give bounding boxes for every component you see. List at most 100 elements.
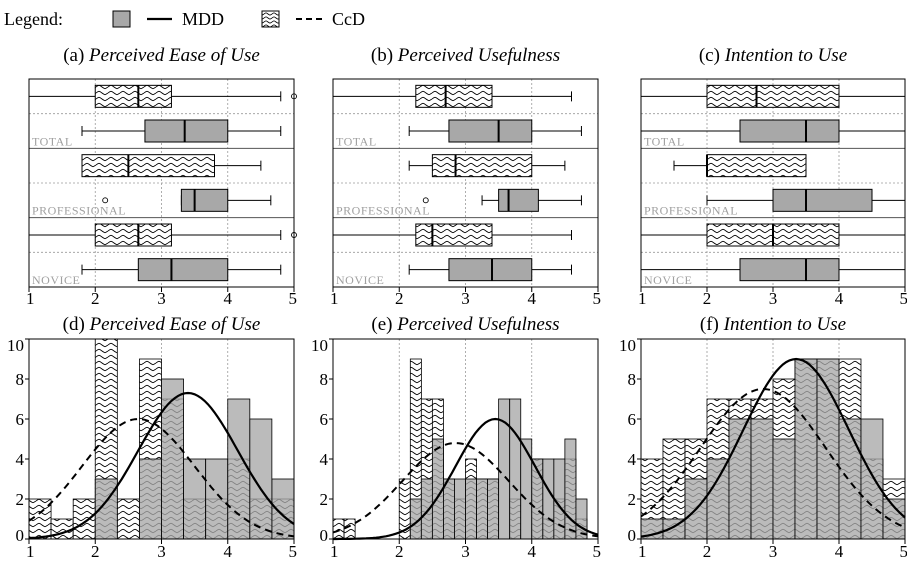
bar-mdd <box>860 418 884 540</box>
group-label: TOTAL <box>32 134 73 148</box>
bar-mdd <box>487 478 500 540</box>
bar-mdd <box>227 398 251 540</box>
group-label: NOVICE <box>32 273 80 287</box>
x-tick-label: 1 <box>638 289 647 308</box>
y-tick-label: 10 <box>7 336 24 355</box>
x-tick-label: 2 <box>91 542 100 561</box>
bar-mdd <box>509 398 522 540</box>
x-tick-label: 2 <box>395 289 404 308</box>
y-tick-label: 0 <box>320 526 329 545</box>
y-tick-label: 0 <box>16 526 25 545</box>
x-tick-label: 4 <box>224 542 233 561</box>
outlier-point <box>422 197 429 204</box>
panels: (a) Perceived Ease of Use TOTAL PROFESSION… <box>7 45 907 561</box>
legend-ccd-label: CcD <box>332 9 365 29</box>
legend-ccd-swatch <box>261 10 280 28</box>
box-mdd <box>498 188 539 212</box>
box-mdd <box>137 258 229 282</box>
bar-mdd <box>205 458 229 540</box>
x-tick-label: 1 <box>638 542 647 561</box>
x-tick-label: 5 <box>900 542 907 561</box>
box-ccd <box>94 84 172 108</box>
group-label: TOTAL <box>336 134 377 148</box>
bar-mdd <box>465 478 477 540</box>
bar-mdd <box>443 478 455 540</box>
mdd-fit-curve <box>640 357 906 538</box>
bar-mdd <box>420 478 433 540</box>
panel-title-text: Perceived Usefulness <box>396 314 559 335</box>
group-label: NOVICE <box>336 273 384 287</box>
x-tick-label: 4 <box>224 289 233 308</box>
box-ccd <box>94 223 172 247</box>
legend: Legend: MDD CcD <box>4 9 365 29</box>
panel-title: (e) Perceived Usefulness <box>371 314 559 335</box>
bar-mdd <box>139 458 162 540</box>
box-mdd <box>448 119 533 143</box>
bar-mdd <box>816 358 840 540</box>
x-tick-label: 3 <box>769 542 778 561</box>
x-tick-label: 5 <box>593 289 602 308</box>
panel-label: (c) <box>699 45 725 66</box>
x-tick-label: 1 <box>26 542 35 561</box>
panel-title: (f) Intention to Use <box>700 314 846 335</box>
box-mdd <box>180 188 229 212</box>
box-ccd <box>431 154 533 178</box>
box-ccd <box>415 223 493 247</box>
ccd-fit-curve <box>332 441 599 538</box>
y-tick-label: 2 <box>628 490 637 509</box>
y-tick-label: 8 <box>628 370 637 389</box>
bar-ccd <box>72 498 96 540</box>
ccd-fit-curve <box>640 387 906 529</box>
legend-label: Legend: <box>4 9 63 29</box>
panel-title-text: Perceived Ease of Use <box>88 45 260 66</box>
x-tick-label: 5 <box>289 542 298 561</box>
panel-label: (f) <box>700 314 724 335</box>
x-tick-label: 2 <box>703 289 712 308</box>
bar-mdd <box>838 418 862 540</box>
panel-title-text: Intention to Use <box>723 314 846 335</box>
y-tick-label: 8 <box>16 370 25 389</box>
box-mdd <box>739 119 840 143</box>
bar-mdd <box>564 438 577 540</box>
panel-title: (a) Perceived Ease of Use <box>63 45 260 66</box>
y-tick-label: 2 <box>320 490 329 509</box>
bar-mdd <box>454 478 466 540</box>
panel-label: (d) <box>63 314 90 335</box>
y-tick-label: 10 <box>311 336 328 355</box>
x-tick-label: 1 <box>26 289 35 308</box>
panel-title: (b) Perceived Usefulness <box>371 45 560 66</box>
bar-ccd <box>332 518 345 540</box>
legend-mdd-swatch <box>112 10 131 28</box>
group-label: TOTAL <box>644 134 685 148</box>
bar-ccd <box>116 498 140 540</box>
x-tick-label: 2 <box>91 289 100 308</box>
bar-mdd <box>161 378 184 540</box>
y-tick-label: 6 <box>16 410 25 429</box>
bar-mdd <box>794 358 818 540</box>
x-tick-label: 4 <box>835 542 844 561</box>
x-tick-label: 1 <box>330 289 339 308</box>
box-ccd <box>81 154 215 178</box>
x-tick-label: 2 <box>395 542 404 561</box>
mdd-fit-curve <box>333 417 599 541</box>
box-ccd <box>706 154 807 178</box>
bar-mdd <box>183 458 207 540</box>
panel-title: (c) Intention to Use <box>699 45 847 66</box>
box-ccd <box>415 84 493 108</box>
x-tick-label: 4 <box>835 289 844 308</box>
panel-title: (d) Perceived Ease of Use <box>63 314 261 335</box>
group-label: NOVICE <box>644 273 692 287</box>
group-label: PROFESSIONAL <box>32 204 126 218</box>
y-tick-label: 4 <box>628 450 637 469</box>
x-tick-label: 3 <box>769 289 778 308</box>
y-tick-label: 8 <box>320 370 329 389</box>
panel-label: (b) <box>371 45 398 66</box>
bar-mdd <box>772 438 796 540</box>
y-tick-label: 4 <box>320 450 329 469</box>
outlier-point <box>102 197 109 204</box>
x-tick-label: 1 <box>330 542 339 561</box>
box-mdd <box>144 119 229 143</box>
y-tick-label: 6 <box>320 410 329 429</box>
bar-mdd <box>542 458 555 540</box>
